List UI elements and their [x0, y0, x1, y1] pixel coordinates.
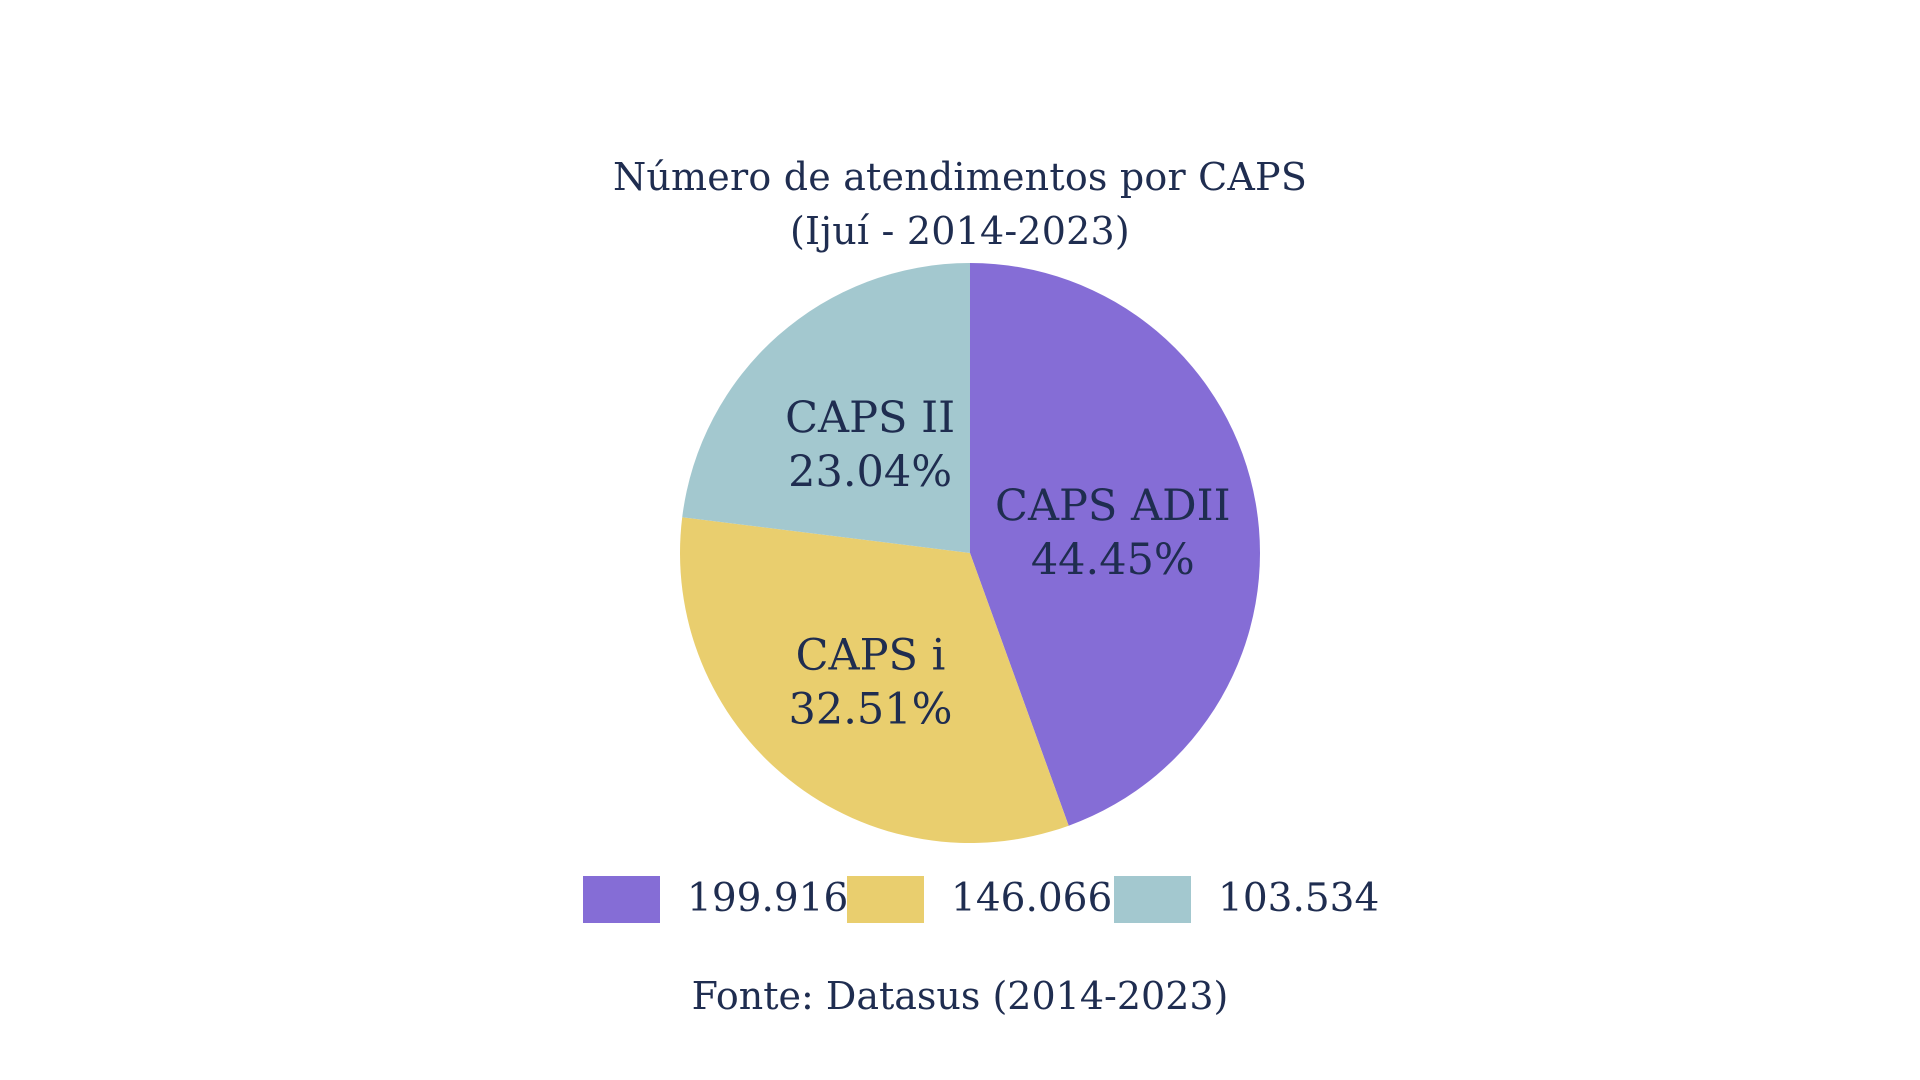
- chart-title: Número de atendimentos por CAPS: [612, 155, 1308, 199]
- pie-label-name-caps-adii: CAPS ADII: [995, 481, 1231, 531]
- pie-slice-caps-ii: [682, 262, 970, 553]
- legend-value-caps-adii: 199.916: [687, 876, 849, 921]
- legend-item-caps-i: 146.066: [847, 875, 1112, 923]
- pie-slice-caps-i: [679, 517, 1069, 844]
- legend-item-caps-ii: 103.534: [1114, 875, 1379, 923]
- legend-value-caps-ii: 103.534: [1218, 876, 1380, 921]
- source-note: Fonte: Datasus (2014-2023): [691, 974, 1229, 1018]
- legend-swatch-caps-adii: [583, 875, 660, 923]
- chart-title-block: Número de atendimentos por CAPS (Ijuí - …: [0, 150, 1920, 258]
- legend: 199.916 146.066 103.534: [0, 875, 1920, 935]
- pie-label-percent-caps-ii: 23.04%: [788, 447, 952, 497]
- pie-label-percent-caps-i: 32.51%: [789, 685, 953, 735]
- pie-label-name-caps-i: CAPS i: [796, 631, 946, 681]
- pie-slices: [679, 262, 1260, 844]
- pie-slice-caps-adii: [970, 263, 1260, 826]
- pie-label-name-caps-ii: CAPS II: [785, 393, 955, 443]
- legend-value-caps-i: 146.066: [951, 876, 1113, 921]
- pie-label-percent-caps-adii: 44.45%: [1031, 535, 1195, 585]
- legend-swatch-caps-i: [847, 875, 924, 923]
- chart-subtitle: (Ijuí - 2014-2023): [790, 209, 1130, 253]
- legend-swatch-caps-ii: [1114, 875, 1191, 923]
- legend-item-caps-adii: 199.916: [583, 875, 848, 923]
